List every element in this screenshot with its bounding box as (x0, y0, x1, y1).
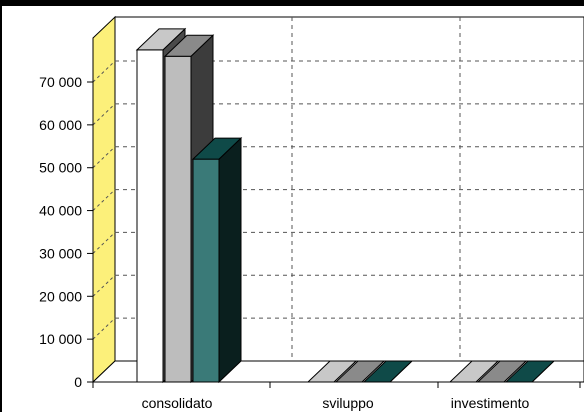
side-gridline (92, 146, 116, 169)
x-axis: consolidato sviluppo investimento (92, 381, 584, 411)
bar-front (136, 49, 164, 383)
bars (135, 27, 556, 384)
y-tick-label: 0 (74, 374, 82, 390)
side-wall (92, 15, 116, 384)
side-gridline (92, 232, 116, 254)
bar-front (164, 55, 192, 383)
y-tick-label: 60 000 (39, 117, 82, 133)
bar-front (192, 158, 220, 383)
side-gridline (92, 317, 116, 340)
y-tick-label: 10 000 (39, 331, 82, 347)
side-gridline (92, 60, 116, 83)
x-tick-label: investimento (451, 395, 530, 411)
y-tick-label: 30 000 (39, 245, 82, 261)
x-tick-label: sviluppo (322, 395, 374, 411)
x-tick-label: consolidato (142, 395, 213, 411)
y-tick-label: 50 000 (39, 160, 82, 176)
bar-top (135, 28, 187, 51)
y-axis: 0 10 000 20 000 30 000 40 000 50 000 60 000 70 … (39, 38, 94, 390)
side-gridline (92, 274, 116, 297)
chart-top-border (0, 0, 584, 6)
side-gridline (92, 103, 116, 126)
gridlines (92, 17, 584, 361)
bar-side (218, 136, 242, 384)
bar-top (163, 34, 215, 57)
y-tick-label: 70 000 (39, 74, 82, 90)
y-tick-label: 40 000 (39, 203, 82, 219)
side-gridline (92, 189, 116, 211)
y-tick-label: 20 000 (39, 288, 82, 304)
bar-top (191, 137, 243, 160)
